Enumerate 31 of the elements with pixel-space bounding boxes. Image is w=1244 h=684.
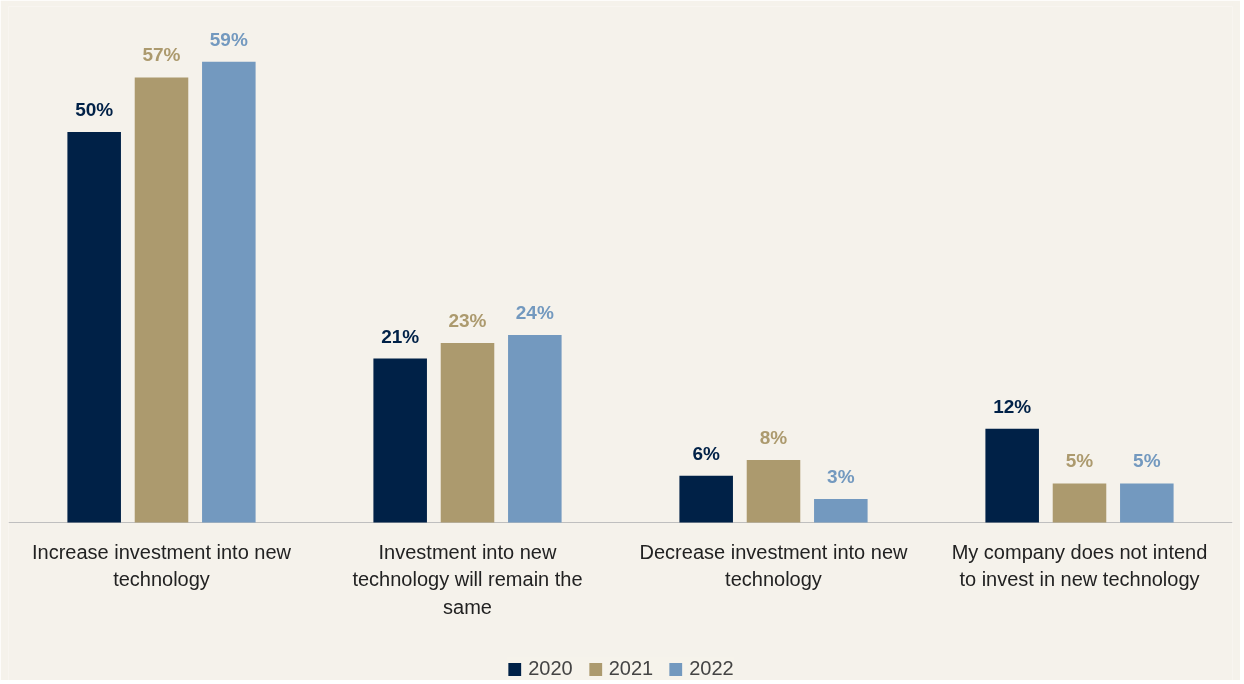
data-label: 8% xyxy=(759,427,788,449)
x-tick-label: Decrease investment into new technology xyxy=(639,540,909,590)
bar xyxy=(814,499,868,523)
x-tick-label: My company does not intend to invest in new technology xyxy=(951,540,1208,590)
bar xyxy=(1120,483,1174,523)
data-label: 23% xyxy=(448,309,487,331)
bar xyxy=(508,335,562,523)
data-label: 12% xyxy=(993,395,1032,417)
data-label: 21% xyxy=(381,325,420,347)
x-tick-label: Investment into new technology will remain the same xyxy=(352,540,583,618)
bar xyxy=(373,358,427,523)
data-label: 5% xyxy=(1133,450,1161,472)
bar xyxy=(985,428,1039,523)
bar xyxy=(1052,483,1107,523)
bar xyxy=(440,342,495,523)
data-label: 3% xyxy=(827,466,855,488)
bar xyxy=(746,460,801,523)
data-label: 59% xyxy=(209,28,248,50)
legend-label: 2020 xyxy=(528,657,573,680)
data-label: 6% xyxy=(692,442,721,464)
data-label: 50% xyxy=(75,99,114,121)
data-label: 5% xyxy=(1065,450,1094,472)
bar xyxy=(202,61,256,523)
legend-label: 2021 xyxy=(608,657,654,680)
data-label: 24% xyxy=(515,302,554,324)
data-label: 57% xyxy=(142,44,181,66)
legend-label: 2022 xyxy=(689,657,734,680)
bar xyxy=(134,77,189,523)
bar xyxy=(67,132,121,523)
bar xyxy=(679,475,733,523)
x-tick-label: Increase investment into new technology xyxy=(31,540,292,590)
